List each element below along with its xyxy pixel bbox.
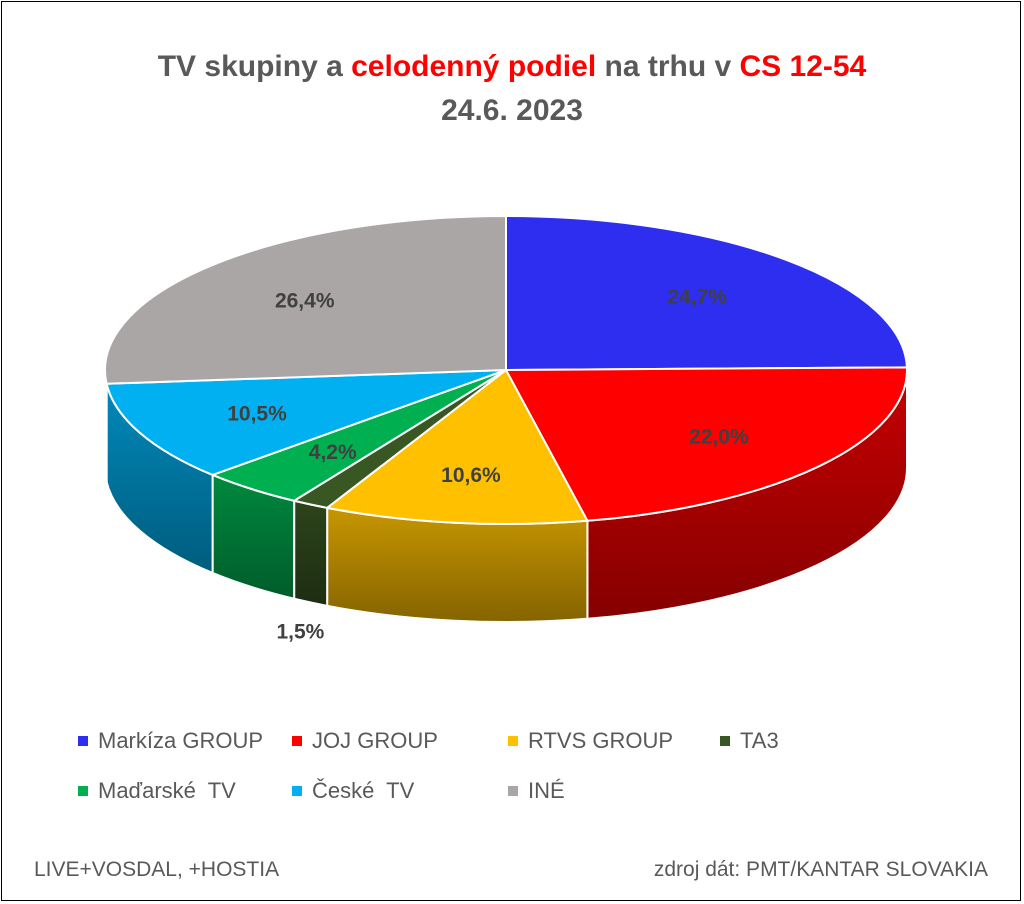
legend-item-ceske-tv: České TV xyxy=(292,778,414,804)
pie-slice-markiza-group xyxy=(505,215,908,371)
legend-swatch xyxy=(508,786,518,796)
legend-item-markiza-group: Markíza GROUP xyxy=(78,728,263,754)
data-label-joj-group: 22,0% xyxy=(689,425,749,448)
data-label-markiza-group: 24,7% xyxy=(667,285,727,308)
legend-swatch xyxy=(78,786,88,796)
chart-subtitle: 24.6. 2023 xyxy=(441,94,583,127)
legend-label: INÉ xyxy=(528,778,565,803)
data-labels: 24,7% 22,0% 10,6% 1,5% 4,2% 10,5% 26,4% xyxy=(227,285,749,643)
data-label-ta3: 1,5% xyxy=(276,620,324,643)
legend-label: České TV xyxy=(312,778,415,803)
footer-source: zdroj dát: PMT/KANTAR SLOVAKIA xyxy=(653,858,988,881)
pie-slice-ine xyxy=(104,215,507,385)
legend-item-joj-group: JOJ GROUP xyxy=(292,728,438,754)
legend-swatch xyxy=(78,736,88,746)
legend-label: Maďarské TV xyxy=(98,778,236,803)
pie-side-rtvs-group xyxy=(326,506,589,623)
pie-side-ta3 xyxy=(293,499,329,607)
data-label-ceske-tv: 10,5% xyxy=(227,403,287,426)
pie-slice-joj-group xyxy=(505,366,908,522)
legend-item-ine: INÉ xyxy=(508,778,565,804)
legend-swatch xyxy=(292,786,302,796)
legend-item-rtvs-group: RTVS GROUP xyxy=(508,728,673,754)
legend-swatch xyxy=(508,736,518,746)
legend-label: Markíza GROUP xyxy=(98,728,264,753)
legend-item-madarske-tv: Maďarské TV xyxy=(78,778,236,804)
legend-swatch xyxy=(720,736,730,746)
pie-slice-ceske-tv xyxy=(105,369,507,476)
pie-slice-rtvs-group xyxy=(326,369,589,525)
pie-side-walls xyxy=(104,369,908,623)
legend-swatch xyxy=(292,736,302,746)
data-label-madarske-tv: 4,2% xyxy=(309,441,357,464)
legend-label: RTVS GROUP xyxy=(528,728,674,753)
legend-item-ta3: TA3 xyxy=(720,728,779,754)
data-label-rtvs-group: 10,6% xyxy=(441,464,501,487)
data-label-ine: 26,4% xyxy=(275,289,335,312)
pie-top xyxy=(104,215,908,525)
legend-label: TA3 xyxy=(740,728,779,753)
footer-note: LIVE+VOSDAL, +HOSTIA xyxy=(34,858,280,881)
legend-label: JOJ GROUP xyxy=(312,728,438,753)
chart-title: TV skupiny a celodenný podiel na trhu v … xyxy=(157,50,867,83)
